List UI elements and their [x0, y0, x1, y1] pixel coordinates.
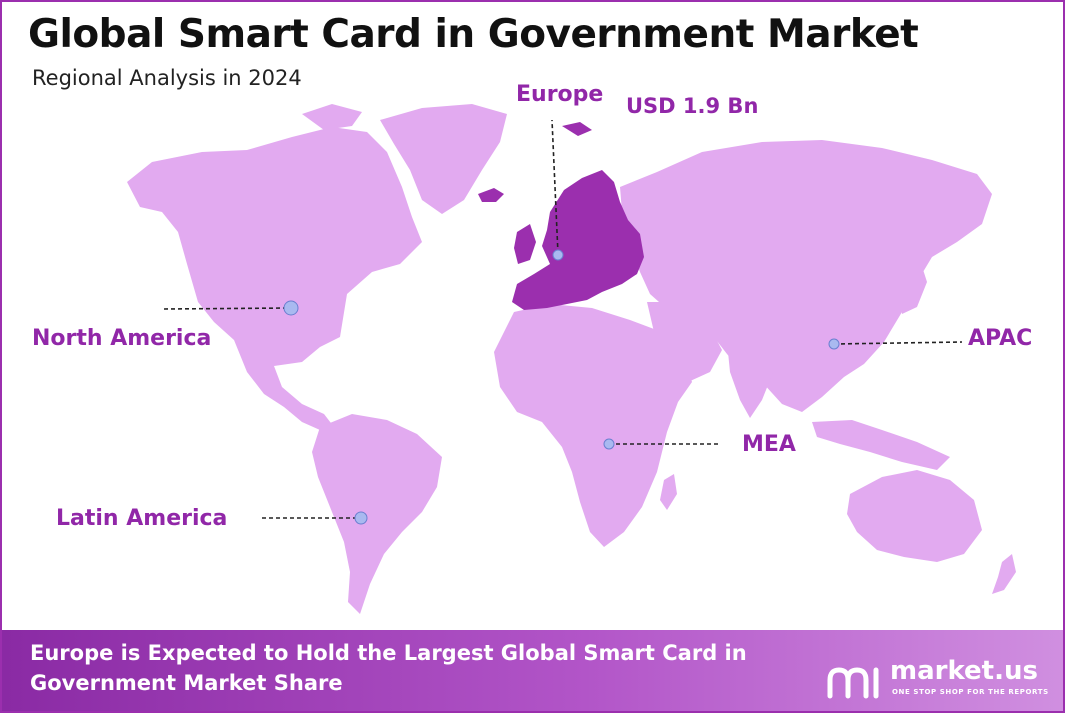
leader-line-europe	[551, 119, 559, 255]
landmass-arabia	[647, 302, 722, 382]
page-subtitle: Regional Analysis in 2024	[32, 66, 302, 90]
label-europe-value: USD 1.9 Bn	[626, 94, 759, 118]
leader-line-north-america	[163, 307, 292, 310]
landmass-japan	[900, 260, 927, 314]
landmass-greenland	[380, 104, 507, 214]
landmass-svalbard	[562, 122, 592, 136]
label-europe: Europe	[516, 82, 604, 107]
page-title: Global Smart Card in Government Market	[28, 12, 919, 57]
landmass-uk	[514, 224, 536, 264]
landmass-iceland	[478, 188, 504, 202]
landmass-europe	[512, 170, 644, 310]
footer-text: Europe is Expected to Hold the Largest G…	[30, 641, 747, 695]
marker-apac	[828, 338, 840, 350]
landmass-arctic-islands	[302, 104, 362, 130]
landmass-new-zealand	[992, 554, 1016, 594]
world-map	[127, 104, 1016, 614]
landmass-australia	[847, 470, 982, 562]
market-us-logo-icon	[827, 667, 879, 699]
marker-mea	[603, 438, 615, 450]
footer-banner: Europe is Expected to Hold the Largest G…	[2, 630, 1063, 711]
landmass-north-america	[127, 127, 422, 366]
leader-lines	[163, 119, 963, 519]
marker-latin-america	[354, 511, 368, 525]
landmass-africa	[494, 304, 692, 547]
label-latin-america: Latin America	[56, 506, 228, 531]
market-us-logo[interactable]: market.us ONE STOP SHOP FOR THE REPORTS	[824, 656, 1063, 705]
label-mea: MEA	[742, 432, 796, 457]
logo-tagline: ONE STOP SHOP FOR THE REPORTS	[892, 688, 1049, 696]
landmass-se-asia-islands	[812, 420, 950, 470]
marker-europe	[552, 249, 564, 261]
label-north-america: North America	[32, 326, 212, 351]
europe-highlight	[478, 122, 644, 310]
marker-north-america	[283, 300, 299, 316]
landmass-south-america	[312, 414, 442, 614]
logo-name: market.us	[890, 656, 1038, 686]
world-landmass	[127, 104, 1016, 614]
leader-line-apac	[833, 341, 963, 345]
label-apac: APAC	[968, 326, 1033, 351]
region-markers	[283, 249, 840, 525]
landmass-central-america	[234, 340, 334, 430]
landmass-india	[727, 342, 774, 418]
landmass-asia	[620, 140, 992, 412]
landmass-madagascar	[660, 474, 677, 510]
